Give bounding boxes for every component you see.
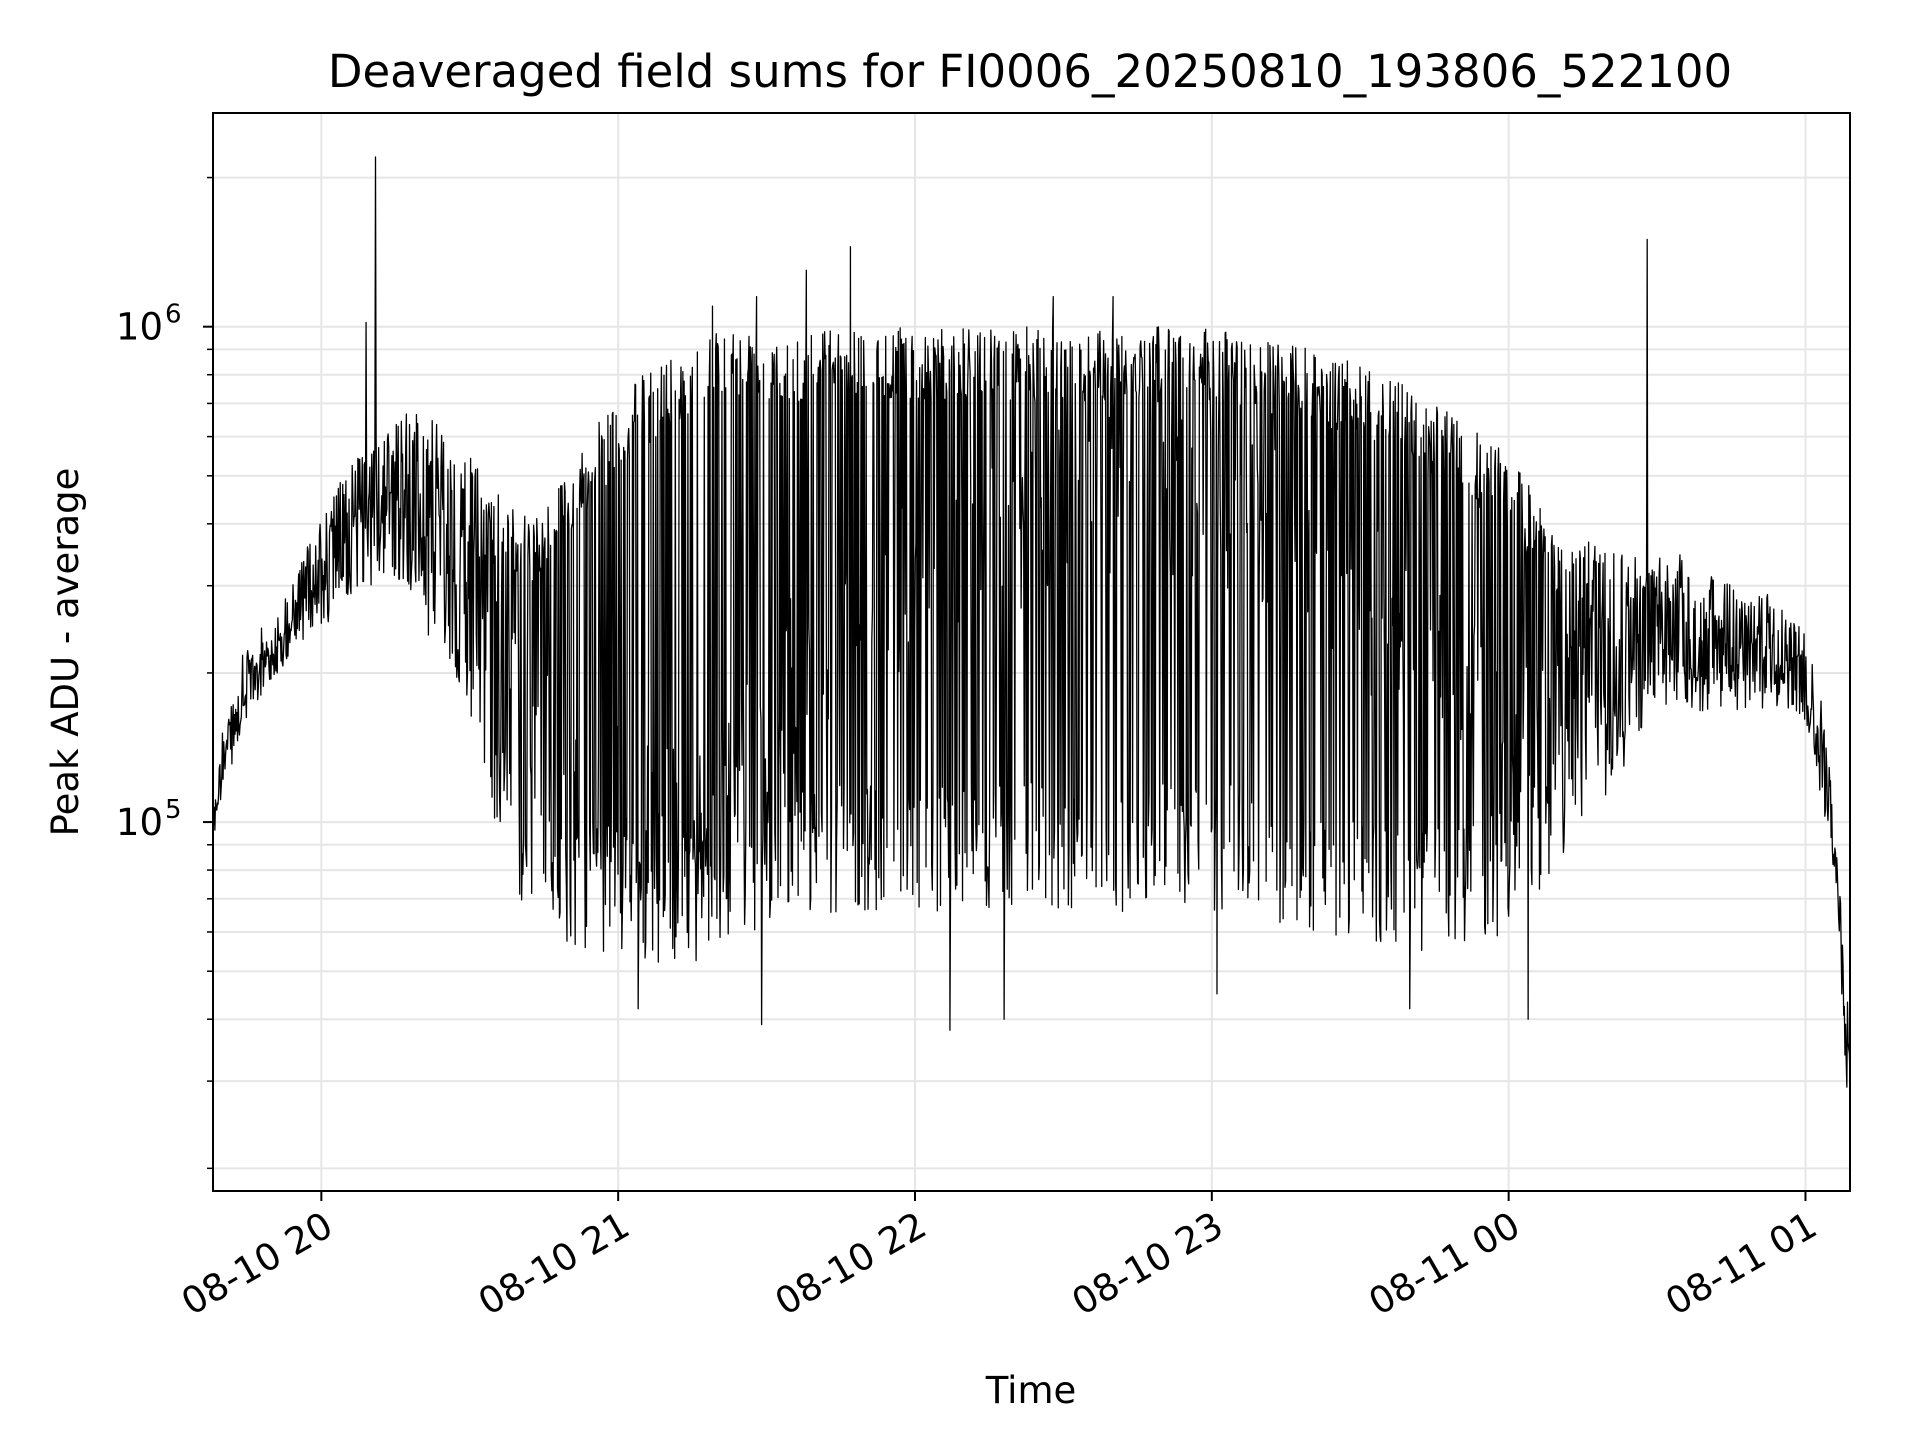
plot-area (213, 156, 1850, 1088)
y-tick-label-base: 10 (116, 801, 163, 844)
x-axis-label: Time (985, 1369, 1077, 1412)
y-tick-label-base: 10 (116, 306, 163, 349)
series-line (213, 156, 1850, 1088)
plot-frame (212, 112, 1851, 1192)
y-axis-label: Peak ADU - average (44, 468, 87, 837)
y-tick-label: 10 (116, 801, 163, 844)
y-tick-label-exponent: 6 (165, 300, 182, 330)
y-tick-label: 10 (116, 306, 163, 349)
chart-title: Deaveraged field sums for FI0006_2025081… (328, 45, 1732, 98)
y-tick-label-exponent: 5 (165, 795, 182, 825)
